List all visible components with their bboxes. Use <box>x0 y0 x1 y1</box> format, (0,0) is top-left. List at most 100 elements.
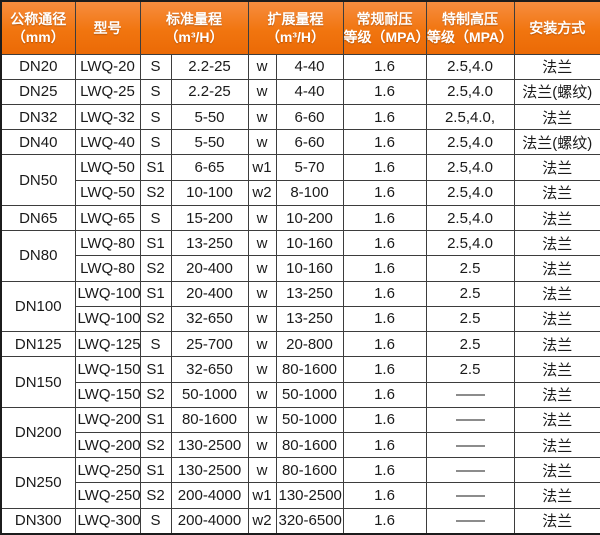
cell-standard-range: 32-650 <box>170 356 249 383</box>
header-label: 等级（MPA） <box>343 28 426 45</box>
cell-standard-code: S2 <box>139 305 172 333</box>
cell-extended-code: w <box>247 356 277 383</box>
cell-regular-pressure: 1.6 <box>342 507 427 535</box>
cell-model: LWQ-65 <box>74 204 141 232</box>
cell-standard-code: S2 <box>139 381 172 408</box>
cell-nominal-diameter: DN32 <box>0 103 76 131</box>
cell-special-pressure: 2.5 <box>425 280 515 307</box>
cell-nominal-diameter: DN50 <box>0 154 76 206</box>
cell-extended-range: 80-1600 <box>275 432 344 459</box>
cell-installation: 法兰 <box>513 154 600 181</box>
cell-installation: 法兰 <box>513 356 600 383</box>
cell-standard-range: 130-2500 <box>170 432 249 459</box>
cell-nominal-diameter: DN250 <box>0 457 76 509</box>
cell-standard-code: S <box>139 507 172 535</box>
cell-installation: 法兰 <box>513 204 600 232</box>
cell-extended-range: 10-160 <box>275 255 344 282</box>
cell-model: LWQ-32 <box>74 103 141 131</box>
cell-standard-code: S <box>139 129 172 156</box>
cell-extended-range: 13-250 <box>275 280 344 307</box>
table-row: DN300 LWQ-300 S 200-4000 w2 320-6500 1.6 —— 法兰 <box>0 507 600 535</box>
header-label: 常规耐压 <box>356 10 413 27</box>
cell-extended-code: w <box>247 381 277 408</box>
header-model: 型号 <box>74 0 141 55</box>
cell-standard-code: S <box>139 331 172 358</box>
cell-standard-range: 5-50 <box>170 103 249 131</box>
cell-installation: 法兰 <box>513 255 600 282</box>
header-label: 公称通径 <box>10 10 67 27</box>
cell-regular-pressure: 1.6 <box>342 381 427 408</box>
cell-model: LWQ-20 <box>74 53 141 80</box>
table-row: DN40 LWQ-40 S 5-50 w 6-60 1.6 2.5,4.0 法兰(螺纹) <box>0 129 600 156</box>
header-regular-pressure: 常规耐压 等级（MPA） <box>342 0 427 55</box>
cell-extended-code: w <box>247 204 277 232</box>
cell-standard-code: S <box>139 204 172 232</box>
cell-extended-range: 130-2500 <box>275 482 344 509</box>
cell-model: LWQ-25 <box>74 78 141 105</box>
cell-extended-code: w <box>247 53 277 80</box>
cell-standard-range: 80-1600 <box>170 406 249 434</box>
cell-standard-range: 25-700 <box>170 331 249 358</box>
cell-extended-code: w2 <box>247 507 277 535</box>
cell-extended-range: 10-160 <box>275 230 344 257</box>
table-row: DN100 LWQ-100 S1 20-400 w 13-250 1.6 2.5 法兰 <box>0 280 600 333</box>
cell-standard-range: 20-400 <box>170 255 249 282</box>
cell-standard-code: S <box>139 78 172 105</box>
cell-installation: 法兰 <box>513 381 600 408</box>
cell-installation: 法兰 <box>513 432 600 459</box>
cell-special-pressure: —— <box>425 482 515 509</box>
cell-extended-range: 4-40 <box>275 78 344 105</box>
cell-special-pressure: 2.5,4.0 <box>425 53 515 80</box>
cell-extended-code: w <box>247 432 277 459</box>
cell-regular-pressure: 1.6 <box>342 331 427 358</box>
table-row: DN150 LWQ-150 S1 32-650 w 80-1600 1.6 2.5 法兰 <box>0 356 600 408</box>
cell-extended-code: w2 <box>247 179 277 206</box>
cell-installation: 法兰 <box>513 507 600 535</box>
cell-extended-range: 8-100 <box>275 179 344 206</box>
table-row: DN32 LWQ-32 S 5-50 w 6-60 1.6 2.5,4.0, 法兰 <box>0 103 600 131</box>
table-row: DN250 LWQ-250 S1 130-2500 w 80-1600 1.6 —— 法兰 <box>0 457 600 509</box>
cell-regular-pressure: 1.6 <box>342 179 427 206</box>
cell-standard-range: 200-4000 <box>170 482 249 509</box>
cell-standard-code: S2 <box>139 255 172 282</box>
cell-extended-code: w <box>247 78 277 105</box>
cell-nominal-diameter: DN20 <box>0 53 76 80</box>
table-row: LWQ-50 S2 10-100 w2 8-100 1.6 2.5,4.0 法兰 <box>1 179 600 206</box>
cell-special-pressure: 2.5 <box>425 305 515 333</box>
cell-model: LWQ-150 <box>74 356 141 383</box>
cell-special-pressure: —— <box>425 507 515 535</box>
cell-special-pressure: —— <box>425 381 515 408</box>
table-row: DN50 LWQ-50 S1 6-65 w1 5-70 1.6 2.5,4.0 法兰 <box>0 154 600 206</box>
header-installation: 安装方式 <box>513 0 600 55</box>
cell-extended-code: w1 <box>247 154 277 181</box>
cell-regular-pressure: 1.6 <box>342 230 427 257</box>
table-row: DN80 LWQ-80 S1 13-250 w 10-160 1.6 2.5,4.0 法兰 <box>0 230 600 282</box>
header-label: （m³/H） <box>265 28 326 45</box>
cell-regular-pressure: 1.6 <box>342 255 427 282</box>
cell-standard-code: S1 <box>139 406 172 434</box>
cell-extended-range: 10-200 <box>275 204 344 232</box>
cell-regular-pressure: 1.6 <box>342 406 427 434</box>
cell-extended-code: w <box>247 103 277 131</box>
cell-installation: 法兰 <box>513 482 600 509</box>
cell-regular-pressure: 1.6 <box>342 154 427 181</box>
header-label: 型号 <box>93 19 122 36</box>
header-label: （mm） <box>11 28 65 45</box>
header-row: 公称通径 （mm） 型号 标准量程 （m³/H） 扩展量程 （m³/H） 常规耐… <box>0 0 600 55</box>
table-row: DN200 LWQ-200 S1 80-1600 w 50-1000 1.6 —— 法兰 <box>0 406 600 459</box>
cell-nominal-diameter: DN125 <box>0 331 76 358</box>
cell-regular-pressure: 1.6 <box>342 280 427 307</box>
cell-model: LWQ-250 <box>74 457 141 484</box>
cell-standard-code: S1 <box>139 356 172 383</box>
cell-extended-range: 320-6500 <box>275 507 344 535</box>
header-special-pressure: 特制高压 等级（MPA） <box>425 0 515 55</box>
header-label: （m³/H） <box>164 28 224 45</box>
cell-extended-code: w <box>247 305 277 333</box>
header-label: 标准量程 <box>166 10 222 27</box>
table-row: LWQ-250 S2 200-4000 w1 130-2500 1.6 —— 法兰 <box>1 482 600 509</box>
cell-extended-code: w1 <box>247 482 277 509</box>
cell-special-pressure: 2.5,4.0 <box>425 230 515 257</box>
cell-model: LWQ-100 <box>74 305 141 333</box>
cell-regular-pressure: 1.6 <box>342 457 427 484</box>
